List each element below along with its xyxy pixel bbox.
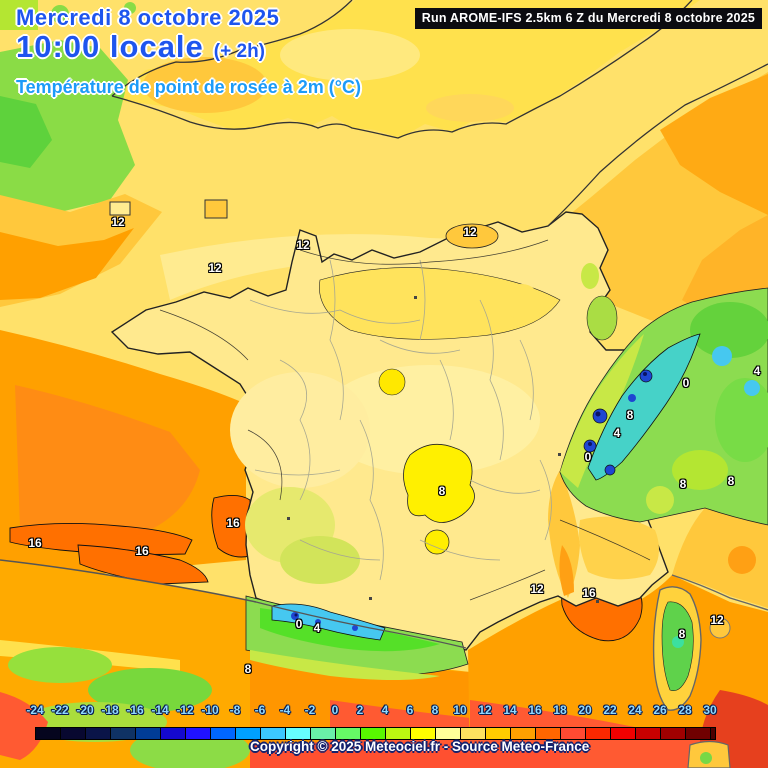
colorbar-tick: -20 — [76, 703, 94, 717]
colorbar-tick: 22 — [603, 703, 617, 717]
colorbar-tick: 18 — [553, 703, 567, 717]
colorbar-tick: 4 — [381, 703, 389, 717]
colorbar-tick: 16 — [528, 703, 542, 717]
colorbar-tick: -24 — [26, 703, 44, 717]
colorbar-cell — [310, 727, 335, 740]
colorbar-cell — [460, 727, 485, 740]
run-info-box: Run AROME-IFS 2.5km 6 Z du Mercredi 8 oc… — [414, 8, 762, 29]
colorbar-tick: -8 — [229, 703, 241, 717]
colorbar-tick: 24 — [628, 703, 642, 717]
colorbar-cell — [360, 727, 385, 740]
colorbar-tick: 14 — [503, 703, 517, 717]
colorbar-tick: -2 — [304, 703, 316, 717]
colorbar-cell — [210, 727, 235, 740]
colorbar-cell — [560, 727, 585, 740]
colorbar — [35, 727, 716, 740]
colorbar-end-cap — [710, 727, 716, 740]
colorbar-tick: -18 — [101, 703, 119, 717]
colorbar-tick: -14 — [151, 703, 169, 717]
colorbar-tick: 30 — [703, 703, 717, 717]
colorbar-cell — [235, 727, 260, 740]
colorbar-cell — [410, 727, 435, 740]
colorbar-tick: -16 — [126, 703, 144, 717]
copyright: Copyright © 2025 Meteociel.fr - Source M… — [250, 739, 590, 754]
colorbar-cell — [335, 727, 360, 740]
colorbar-cell — [110, 727, 135, 740]
colorbar-cell — [160, 727, 185, 740]
colorbar-cell — [185, 727, 210, 740]
colorbar-cell — [435, 727, 460, 740]
colorbar-cell — [85, 727, 110, 740]
colorbar-cell — [60, 727, 85, 740]
colorbar-cell — [35, 727, 60, 740]
colorbar-tick: 28 — [678, 703, 692, 717]
date-label: Mercredi 8 octobre 2025 — [16, 5, 280, 30]
colorbar-tick: 10 — [453, 703, 467, 717]
colorbar-cell — [635, 727, 660, 740]
colorbar-tick: -10 — [201, 703, 219, 717]
map-subtitle: Température de point de rosée à 2m (°C) — [16, 76, 361, 97]
colorbar-tick: 12 — [478, 703, 492, 717]
colorbar-tick: -6 — [254, 703, 266, 717]
colorbar-tick: 6 — [406, 703, 414, 717]
colorbar-cell — [385, 727, 410, 740]
colorbar-cell — [585, 727, 610, 740]
colorbar-cell — [485, 727, 510, 740]
colorbar-tick: 26 — [653, 703, 667, 717]
time-offset-label: (+ 2h) — [213, 41, 265, 63]
colorbar-tick: 2 — [356, 703, 364, 717]
colorbar-cell — [685, 727, 710, 740]
colorbar-tick: -22 — [51, 703, 69, 717]
colorbar-cell — [610, 727, 635, 740]
colorbar-tick: 0 — [331, 703, 339, 717]
colorbar-tick: 8 — [431, 703, 439, 717]
colorbar-cell — [510, 727, 535, 740]
colorbar-cell — [285, 727, 310, 740]
colorbar-tick: -4 — [279, 703, 291, 717]
colorbar-cell — [260, 727, 285, 740]
colorbar-tick: -12 — [176, 703, 194, 717]
colorbar-tick: 20 — [578, 703, 592, 717]
map-header: Mercredi 8 octobre 2025 10:00 locale (+ 2… — [16, 6, 361, 97]
time-label: 10:00 locale — [16, 29, 204, 65]
colorbar-cell — [535, 727, 560, 740]
colorbar-cell — [660, 727, 685, 740]
colorbar-cell — [135, 727, 160, 740]
